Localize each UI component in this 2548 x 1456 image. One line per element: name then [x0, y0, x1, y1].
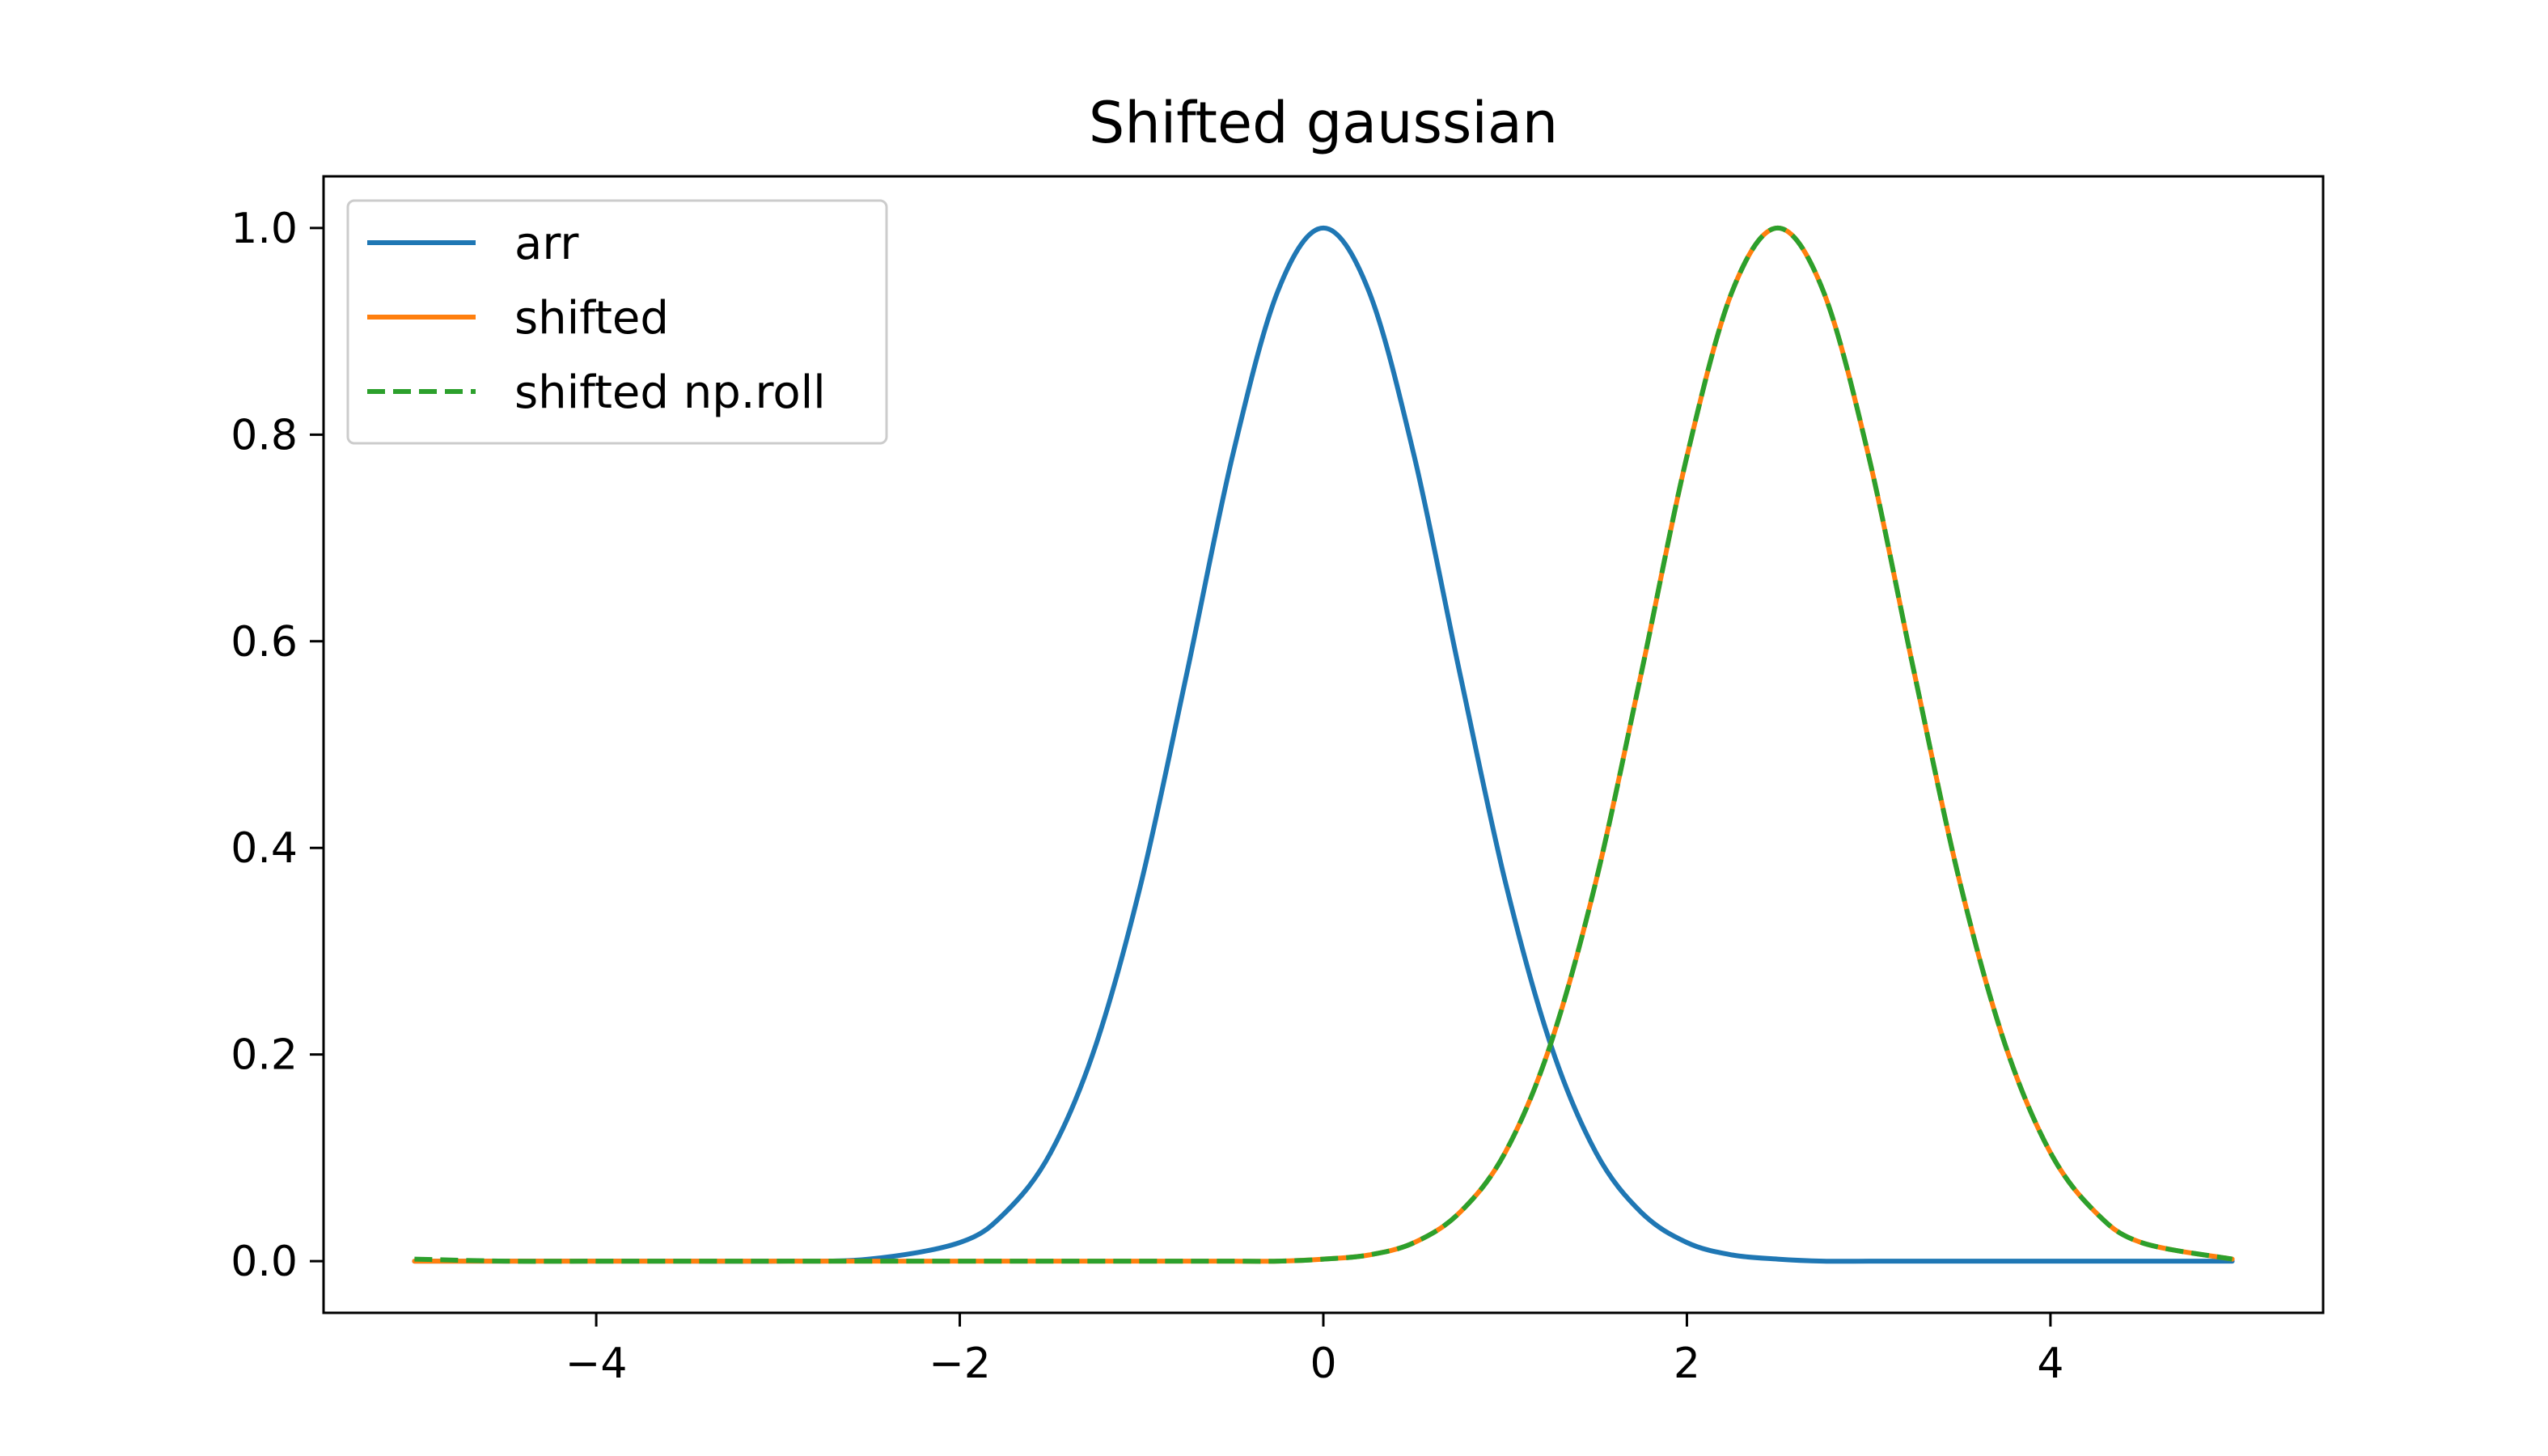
y-tick-label: 0.0: [231, 1238, 298, 1286]
y-tick-label: 0.2: [231, 1031, 298, 1080]
x-tick-label: 4: [2037, 1340, 2063, 1388]
y-tick-label: 0.8: [231, 411, 298, 459]
axes-layer: −4 −2 0 2 4 0.0 0.2 0.4 0.6 0.8 1.0: [231, 175, 2325, 1388]
y-tick-label: 1.0: [231, 205, 298, 253]
legend-label: shifted: [514, 292, 669, 345]
series-line-arr: [412, 225, 2235, 1264]
series-layer: [412, 225, 2235, 1264]
chart-title: Shifted gaussian: [1089, 90, 1558, 156]
x-tick-label: 0: [1310, 1340, 1336, 1388]
x-tick-label: 2: [1674, 1340, 1700, 1388]
series-line-shifted-np-roll: [414, 225, 2233, 1264]
x-tick-label: −2: [929, 1340, 991, 1388]
x-tick-label: −4: [565, 1340, 628, 1388]
y-tick-label: 0.6: [231, 618, 298, 667]
legend-box: [346, 199, 888, 445]
legend-label: arr: [514, 218, 579, 270]
y-tick-label: 0.4: [231, 824, 298, 873]
legend: arr shifted shifted np.roll: [346, 199, 888, 445]
legend-label: shifted np.roll: [514, 366, 826, 419]
